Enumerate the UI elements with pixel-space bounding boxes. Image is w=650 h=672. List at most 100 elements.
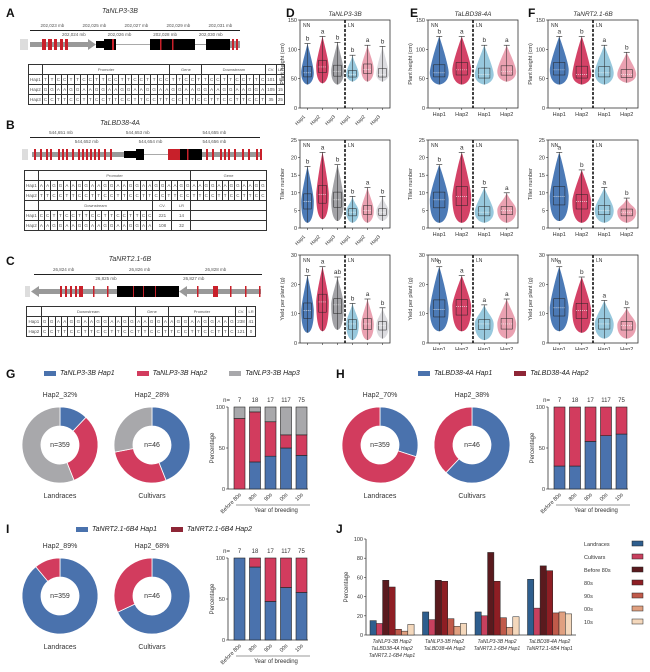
scale-tick-label: 202,031 mb	[208, 23, 233, 28]
allele-cell: T	[87, 326, 96, 337]
y-tick-label: 0	[422, 341, 425, 347]
violin-subplot: 0 50 100 150 Plant height (cm) NN LN b Hap1 a Hap2…	[280, 18, 391, 127]
y-tick-label: 0	[542, 487, 545, 493]
allele-cell: T	[61, 94, 69, 105]
x-tick-label: Hap1	[598, 232, 611, 238]
significance-letter: a	[482, 297, 486, 304]
x-tick-label: 80s	[248, 492, 259, 503]
allele-cell: T	[112, 94, 120, 105]
stacked-bar-segment	[264, 406, 277, 423]
empty-cell	[190, 200, 267, 211]
table-row: Hap1 G G A A G G A A G G A A G G A A G G A A G G A A G G A A G 238 41	[26, 316, 256, 327]
panel-label-c: C	[6, 254, 15, 268]
legend-swatch	[631, 579, 644, 586]
gene-structure-c	[25, 286, 261, 297]
y-tick-label: 50	[419, 77, 425, 83]
significance-letter: b	[306, 35, 310, 42]
x-category-label: TaNLP3-3B Hap2	[425, 639, 464, 645]
x-axis-label: Year of breeding	[254, 508, 298, 514]
chart-g: Hap2_32% n=359 Landraces Hap2_28% n=46 Cultiv…	[21, 392, 310, 515]
gene-structure-a	[20, 39, 240, 50]
stacked-bar-segment	[249, 566, 261, 641]
env-label: LN	[476, 258, 483, 264]
panel-label-e: E	[410, 6, 419, 20]
cv-count: 101	[265, 74, 277, 85]
bar	[493, 580, 501, 636]
table-row: Hap2 T T C C T T C C T T C C T T C C T T C C T T C C T T C C T T C C T T C C	[24, 190, 267, 201]
significance-letter: a	[505, 185, 509, 192]
stacked-bar-segment	[280, 557, 292, 588]
y-axis-label: Yield per plant (g)	[528, 277, 534, 320]
y-tick-label: 40	[357, 595, 363, 601]
box-iqr	[620, 321, 633, 331]
y-tick-label: 20	[291, 282, 297, 288]
panel-label-f: F	[528, 6, 536, 20]
scale-tick-label: 544,651 mb	[49, 130, 73, 135]
y-axis-label: Percentage	[344, 571, 350, 602]
allele-cell: G	[154, 316, 163, 327]
section-header-downstream: Downstream	[201, 64, 267, 75]
donut-slice	[21, 406, 75, 484]
gene-title-c: TaNRT2.1-6B	[108, 256, 152, 263]
box-iqr	[363, 205, 372, 215]
significance-letter: a	[321, 259, 325, 266]
n-count: 75	[298, 549, 305, 555]
y-tick-label: 30	[291, 253, 297, 259]
significance-letter: b	[351, 295, 355, 302]
scale-tick-label: 544,655 mb	[202, 130, 227, 135]
box-iqr	[455, 299, 468, 316]
cv-count: 108	[152, 220, 173, 231]
cv-count: 35	[265, 94, 277, 105]
y-axis-label: Tiller number	[408, 168, 414, 200]
bar	[539, 565, 547, 636]
lr-count: 32	[171, 220, 192, 231]
x-tick-label: Hap2	[575, 112, 588, 118]
allele-cell: C	[101, 326, 110, 337]
section-header-promoter: Promoter	[168, 306, 236, 317]
y-tick-label: 10	[291, 191, 297, 197]
y-tick-label: 100	[536, 47, 545, 53]
significance-letter: b	[437, 28, 441, 35]
y-tick-label: 100	[354, 537, 363, 543]
gene-title-a: TaNLP3-3B	[102, 8, 138, 15]
env-label: NN	[303, 23, 311, 29]
allele-cell: C	[47, 326, 56, 337]
y-tick-label: 0	[294, 226, 297, 232]
haplotype-table-b: Promoter Gene Hap1 A A G G A A G G A A G G A A G G A A G G A A G G…	[24, 170, 267, 231]
box-iqr	[598, 66, 611, 78]
x-tick-label: Hap3	[369, 114, 382, 127]
y-tick-label: 25	[419, 138, 425, 144]
scale-tick-label: 544,652 mb	[74, 139, 99, 144]
stacked-bar-segment	[249, 461, 261, 490]
significance-letter: a	[460, 144, 464, 151]
legend-label: TaNRT2.1-6B4 Hap2	[186, 526, 252, 533]
bar	[512, 616, 520, 636]
env-label: LN	[476, 23, 483, 29]
y-tick-label: 15	[539, 173, 545, 179]
significance-letter: a	[602, 37, 606, 44]
legend-swatch-hap1	[418, 371, 430, 376]
legend-swatch-hap1	[44, 371, 56, 376]
x-tick-label: Hap1	[294, 114, 307, 127]
significance-letter: a	[557, 28, 561, 35]
x-tick-label: 90s	[263, 643, 274, 654]
allele-cell: C	[227, 326, 236, 337]
allele-cell: T	[60, 326, 69, 337]
y-tick-label: 15	[419, 173, 425, 179]
panel-label-g: G	[6, 367, 16, 381]
allele-cell: T	[163, 94, 171, 105]
donut-caption: Cultivars	[458, 493, 486, 500]
cv-count: 238	[234, 316, 248, 327]
bar	[546, 570, 553, 636]
significance-letter: b	[336, 157, 340, 164]
x-tick-label: Hap2	[575, 232, 588, 238]
haplotype-table-a: Promoter Gene Downstream CV. LR Hap1 T T C C T T C C T…	[28, 64, 285, 105]
box-iqr	[333, 298, 342, 314]
allele-cell: T	[137, 94, 145, 105]
significance-letter: a	[557, 144, 561, 151]
env-label: LN	[348, 258, 355, 264]
stacked-bar-segment	[233, 406, 246, 419]
violin-subplot: 0 5 10 15 20 25 Tiller number NN LN b Hap1 a Hap2 b Ha…	[280, 138, 391, 247]
scale-tick-label: 26,826 mb	[129, 267, 151, 272]
x-tick-label: 00s	[279, 643, 290, 654]
